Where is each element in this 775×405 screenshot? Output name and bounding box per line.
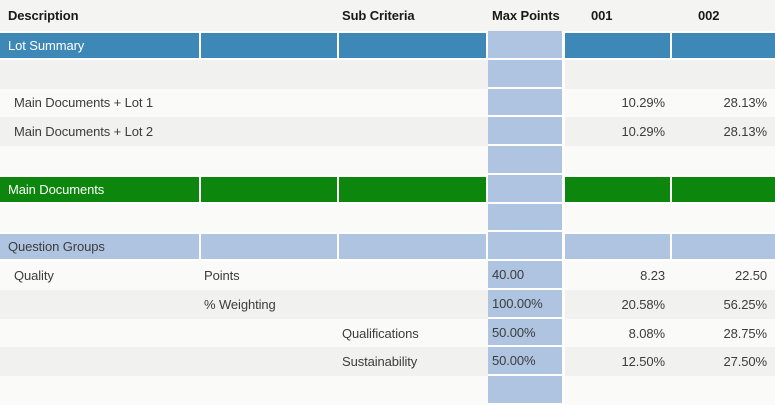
table-row-lot1: Main Documents + Lot 1 10.29% 28.13% [0, 88, 775, 118]
blank-cell [565, 376, 672, 405]
blank-cell [339, 117, 488, 146]
max-points-cell [488, 146, 565, 175]
sub-criteria-cell: Sustainability [342, 354, 418, 370]
max-points-cell [488, 376, 565, 405]
empty-row [0, 203, 775, 233]
max-points-cell [488, 174, 565, 204]
empty-row [0, 376, 775, 405]
blank-cell [0, 347, 201, 376]
value-001: 8.08% [628, 325, 665, 341]
blank-cell [201, 204, 339, 233]
description-cell: Main Documents + Lot 1 [14, 95, 154, 111]
band-cell [201, 174, 339, 204]
section-label-question-groups: Question Groups [0, 232, 201, 262]
blank-cell [201, 347, 339, 376]
section-row-lot-summary[interactable]: Lot Summary [0, 31, 775, 60]
max-points-cell [488, 31, 565, 60]
max-points-cell [488, 88, 565, 118]
criteria-cell: Points [204, 268, 240, 283]
section-label-main-documents: Main Documents [0, 174, 201, 204]
band-cell [672, 31, 775, 60]
blank-cell [201, 376, 339, 405]
col-header-max-points: Max Points [492, 8, 560, 23]
blank-cell [0, 319, 201, 348]
max-points-cell: 100.00% [488, 289, 565, 319]
band-cell [565, 232, 672, 262]
band-cell [201, 31, 339, 60]
blank-cell [201, 319, 339, 348]
value-002: 28.13% [723, 95, 768, 111]
blank-cell [339, 290, 488, 319]
max-points-cell: 50.00% [488, 318, 565, 348]
blank-cell [339, 60, 488, 89]
value-001: 10.29% [621, 95, 666, 111]
blank-cell [565, 60, 672, 89]
blank-cell [339, 146, 488, 175]
blank-cell [201, 60, 339, 89]
max-points-cell [488, 232, 565, 262]
max-points-cell: 50.00% [488, 347, 565, 377]
blank-cell [0, 146, 201, 175]
col-header-002: 002 [698, 8, 720, 23]
col-header-description: Description [8, 8, 79, 23]
band-cell [565, 174, 672, 204]
sub-criteria-cell: Qualifications [342, 325, 419, 341]
blank-cell [672, 146, 775, 175]
value-002: 56.25% [723, 296, 768, 312]
blank-cell [201, 89, 339, 118]
blank-cell [672, 204, 775, 233]
col-header-001: 001 [591, 8, 613, 23]
band-cell [201, 232, 339, 262]
criteria-cell: % Weighting [204, 296, 276, 312]
blank-cell [0, 290, 201, 319]
band-cell [339, 174, 488, 204]
blank-cell [0, 204, 201, 233]
max-points-cell [488, 117, 565, 147]
band-cell [672, 232, 775, 262]
band-cell [339, 232, 488, 262]
value-002: 28.13% [723, 124, 768, 140]
blank-cell [339, 376, 488, 405]
value-002: 28.75% [723, 325, 768, 341]
value-002: 22.50 [734, 268, 767, 283]
table-row-sustainability: Sustainability 50.00% 12.50% 27.50% [0, 347, 775, 377]
band-cell [565, 31, 672, 60]
table-row-qualifications: Qualifications 50.00% 8.08% 28.75% [0, 318, 775, 348]
max-points-cell [488, 203, 565, 233]
header-row: Description Sub Criteria Max Points 001 … [0, 0, 775, 31]
blank-cell [339, 261, 488, 290]
blank-cell [672, 376, 775, 405]
blank-cell [201, 117, 339, 146]
col-header-sub-criteria: Sub Criteria [342, 8, 415, 23]
band-cell [672, 174, 775, 204]
blank-cell [339, 204, 488, 233]
value-002: 27.50% [723, 354, 768, 370]
section-row-question-groups[interactable]: Question Groups [0, 232, 775, 262]
section-label-lot-summary: Lot Summary [0, 31, 201, 60]
value-001: 10.29% [621, 124, 666, 140]
blank-cell [0, 376, 201, 405]
max-points-cell [488, 59, 565, 89]
section-row-main-documents[interactable]: Main Documents [0, 174, 775, 204]
blank-cell [672, 60, 775, 89]
blank-cell [0, 60, 201, 89]
band-cell [339, 31, 488, 60]
empty-row [0, 146, 775, 175]
table-row-quality-points: Quality Points 40.00 8.23 22.50 [0, 261, 775, 290]
col-header-blank [201, 0, 339, 31]
blank-cell [565, 204, 672, 233]
table-row-lot2: Main Documents + Lot 2 10.29% 28.13% [0, 117, 775, 147]
max-points-cell: 40.00 [488, 261, 565, 290]
blank-cell [201, 146, 339, 175]
value-001: 8.23 [640, 268, 665, 283]
blank-cell [565, 146, 672, 175]
empty-row [0, 59, 775, 89]
description-cell: Quality [14, 268, 54, 283]
value-001: 20.58% [621, 296, 666, 312]
blank-cell [339, 89, 488, 118]
table-row-quality-weighting: % Weighting 100.00% 20.58% 56.25% [0, 289, 775, 319]
description-cell: Main Documents + Lot 2 [14, 124, 154, 140]
value-001: 12.50% [621, 354, 666, 370]
